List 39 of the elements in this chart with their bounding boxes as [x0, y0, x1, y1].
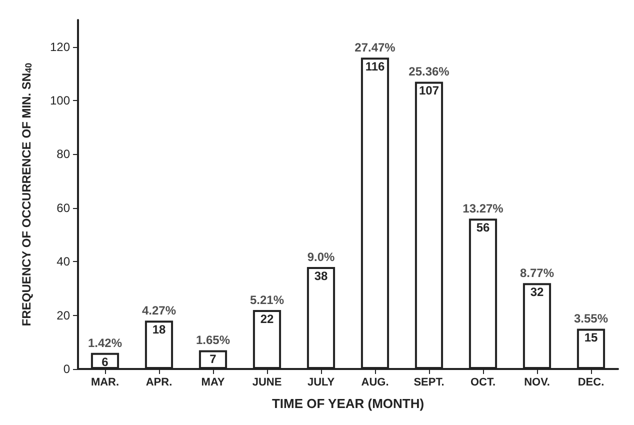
x-tick-label: SEPT.: [414, 376, 444, 388]
data-label: 56: [476, 220, 490, 235]
y-tick-label: 60: [56, 200, 70, 215]
x-tick-label: JUNE: [252, 376, 282, 388]
x-tick-label: MAY: [201, 376, 226, 388]
y-axis-title: FREQUENCY OF OCCURRENCE OF MIN. SN40: [20, 62, 34, 326]
data-label: 18: [152, 322, 166, 337]
annotation: 9.0%: [307, 250, 335, 264]
y-tick-label: 40: [56, 254, 70, 269]
annotation: 13.27%: [462, 202, 504, 216]
annotation: 3.55%: [574, 312, 608, 326]
x-tick-label: AUG.: [361, 376, 389, 388]
x-tick-label: JULY: [307, 376, 336, 388]
data-label: 38: [314, 268, 328, 283]
data-label: 22: [260, 312, 274, 326]
annotation: 5.21%: [250, 292, 284, 307]
x-tick-label: DEC.: [578, 376, 604, 388]
annotation: 1.42%: [88, 336, 122, 350]
x-axis-title: TIME OF YEAR (MONTH): [272, 396, 424, 411]
data-label: 7: [210, 352, 217, 366]
annotation: 27.47%: [354, 40, 396, 55]
y-tick-label: 0: [63, 362, 70, 376]
annotation: 25.36%: [408, 64, 450, 79]
x-tick-label: MAR.: [90, 376, 120, 388]
data-label: 107: [418, 84, 440, 98]
data-label: 116: [365, 60, 386, 74]
y-tick-label: 80: [56, 147, 70, 162]
annotation: 4.27%: [142, 304, 176, 318]
y-tick-label: 20: [56, 308, 70, 322]
y-tick-label: 100: [50, 94, 70, 108]
x-tick-label: NOV.: [524, 376, 550, 388]
y-tick-label: 120: [50, 40, 70, 54]
annotation: 8.77%: [520, 266, 554, 280]
x-tick-label: APR.: [146, 376, 172, 388]
x-tick-label: OCT.: [470, 376, 496, 388]
data-label: 32: [530, 285, 544, 300]
annotation: 1.65%: [196, 333, 230, 348]
data-label: 6: [102, 354, 109, 369]
data-label: 15: [584, 330, 598, 345]
